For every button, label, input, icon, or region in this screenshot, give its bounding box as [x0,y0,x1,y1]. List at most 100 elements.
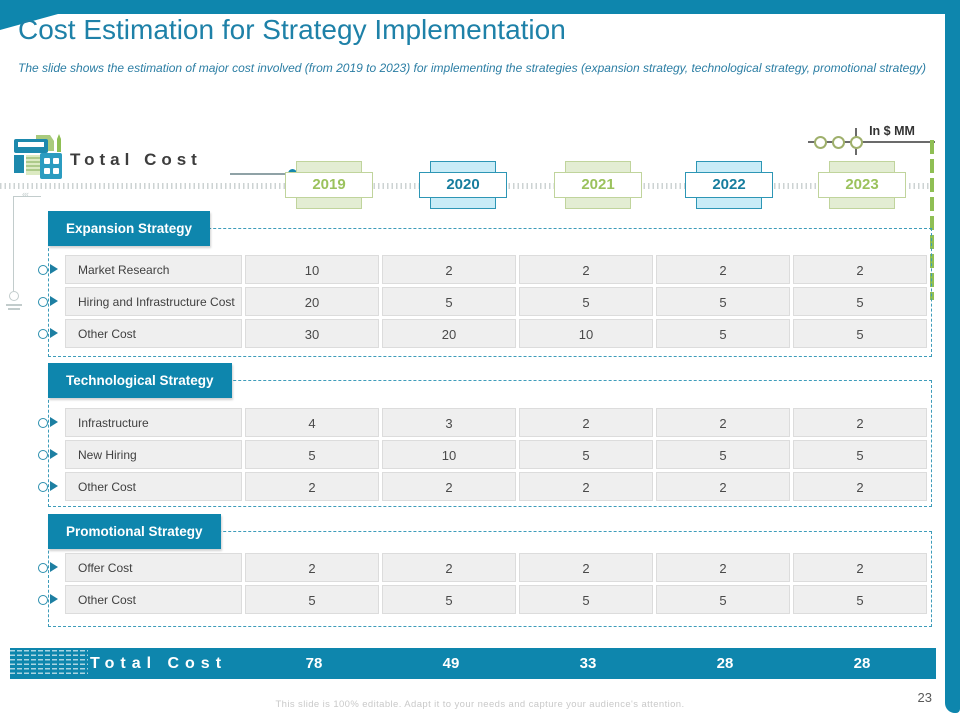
ground-line [8,308,20,310]
year-marker-2021: 2021 [554,161,642,209]
section-outline-expansion [48,228,932,357]
section-title: Technological Strategy [66,373,214,388]
total-value: 78 [305,655,323,672]
table-cell-value: 2 [382,255,516,284]
hatch-pattern [10,650,88,677]
table-cell-value: 2 [519,408,653,437]
table-cell-value: 5 [245,585,379,614]
section-header-technological: Technological Strategy [48,363,232,398]
unit-label: In $ MM [869,124,915,138]
green-dashed-bar [930,140,934,300]
table-cell-value: 2 [793,553,927,582]
table-cell-label: Market Research [65,255,242,284]
section-title: Promotional Strategy [66,524,203,539]
row-marker-icon [38,562,60,573]
table-cell-value: 2 [793,472,927,501]
row-marker-icon [38,264,60,275]
table-cell-value: 2 [656,553,790,582]
table-cell-value: 2 [519,472,653,501]
table-cell-value: 5 [245,440,379,469]
ground-line [6,304,22,306]
row-marker-icon [38,449,60,460]
year-marker-2023: 2023 [818,161,906,209]
row-marker-icon [38,296,60,307]
section-outline-promotional [48,531,932,627]
circle-icon [814,136,827,149]
table-cell-value: 5 [793,585,927,614]
table-cell-value: 4 [245,408,379,437]
year-label: 2022 [685,172,773,198]
top-ribbon [0,0,960,30]
table-cell-label: Infrastructure [65,408,242,437]
table-cell-value: 5 [656,319,790,348]
table-cell-value: 2 [519,553,653,582]
total-value: 49 [442,655,460,672]
table-cell-value: 2 [382,553,516,582]
table-cell-value: 2 [656,472,790,501]
table-cell-label: Other Cost [65,585,242,614]
year-label: 2021 [554,172,642,198]
table-cell-value: 5 [793,440,927,469]
table-cell-value: 5 [793,319,927,348]
table-cell-value: 30 [245,319,379,348]
decorative-circles-icon [814,136,863,149]
section-header-expansion: Expansion Strategy [48,211,211,246]
row-marker-icon [38,417,60,428]
table-cell-value: 2 [245,472,379,501]
left-connector-circle-icon [9,291,19,301]
table-cell-value: 5 [519,585,653,614]
table-cell-value: 10 [245,255,379,284]
table-cell-value: 5 [382,585,516,614]
table-cell-value: 5 [656,440,790,469]
table-cell-value: 2 [793,255,927,284]
total-cost-label: Total Cost [90,655,228,672]
section-header-promotional: Promotional Strategy [48,514,221,549]
unit-underline [808,141,935,143]
total-cost-bar: Total Cost 78 49 33 28 28 [10,648,936,679]
year-label: 2020 [419,172,507,198]
table-cell-value: 5 [519,287,653,316]
technological-table: Infrastructure 4 3 2 2 2 New Hiring 5 10… [65,408,927,501]
row-marker-icon [38,594,60,605]
table-cell-value: 10 [382,440,516,469]
year-marker-2019: 2019 [285,161,373,209]
page-title: Cost Estimation for Strategy Implementat… [18,14,566,45]
table-cell-value: 20 [245,287,379,316]
right-edge-bar [945,0,960,713]
left-connector-line [13,196,14,291]
chevron-left-icons: ‹‹‹ [22,189,29,199]
table-cell-label: Hiring and Infrastructure Cost [65,287,242,316]
calculator-printer-icon [14,134,62,179]
table-cell-value: 5 [656,287,790,316]
table-cell-value: 2 [656,255,790,284]
year-label: 2023 [818,172,906,198]
year-marker-2022: 2022 [685,161,773,209]
connector-line [230,173,288,175]
total-value: 33 [579,655,597,672]
timeline-total-cost-label: Total Cost [70,150,202,169]
page-number: 23 [917,690,932,705]
row-marker-icon [38,328,60,339]
table-cell-value: 2 [382,472,516,501]
footer-note: This slide is 100% editable. Adapt it to… [275,699,685,710]
row-marker-icon [38,481,60,492]
table-cell-value: 5 [382,287,516,316]
year-label: 2019 [285,172,373,198]
table-cell-value: 5 [793,287,927,316]
year-marker-2020: 2020 [419,161,507,209]
page-subtitle: The slide shows the estimation of major … [18,61,927,75]
promotional-table: Offer Cost 2 2 2 2 2 Other Cost 5 5 5 5 … [65,553,927,614]
table-cell-value: 2 [656,408,790,437]
total-value: 28 [853,655,871,672]
table-cell-value: 5 [519,440,653,469]
table-cell-value: 20 [382,319,516,348]
table-cell-label: Other Cost [65,472,242,501]
table-cell-value: 2 [519,255,653,284]
circle-icon [832,136,845,149]
expansion-table: Market Research 10 2 2 2 2 Hiring and In… [65,255,927,348]
circle-icon [850,136,863,149]
left-connector-line [13,196,41,197]
table-cell-value: 5 [656,585,790,614]
table-cell-value: 10 [519,319,653,348]
